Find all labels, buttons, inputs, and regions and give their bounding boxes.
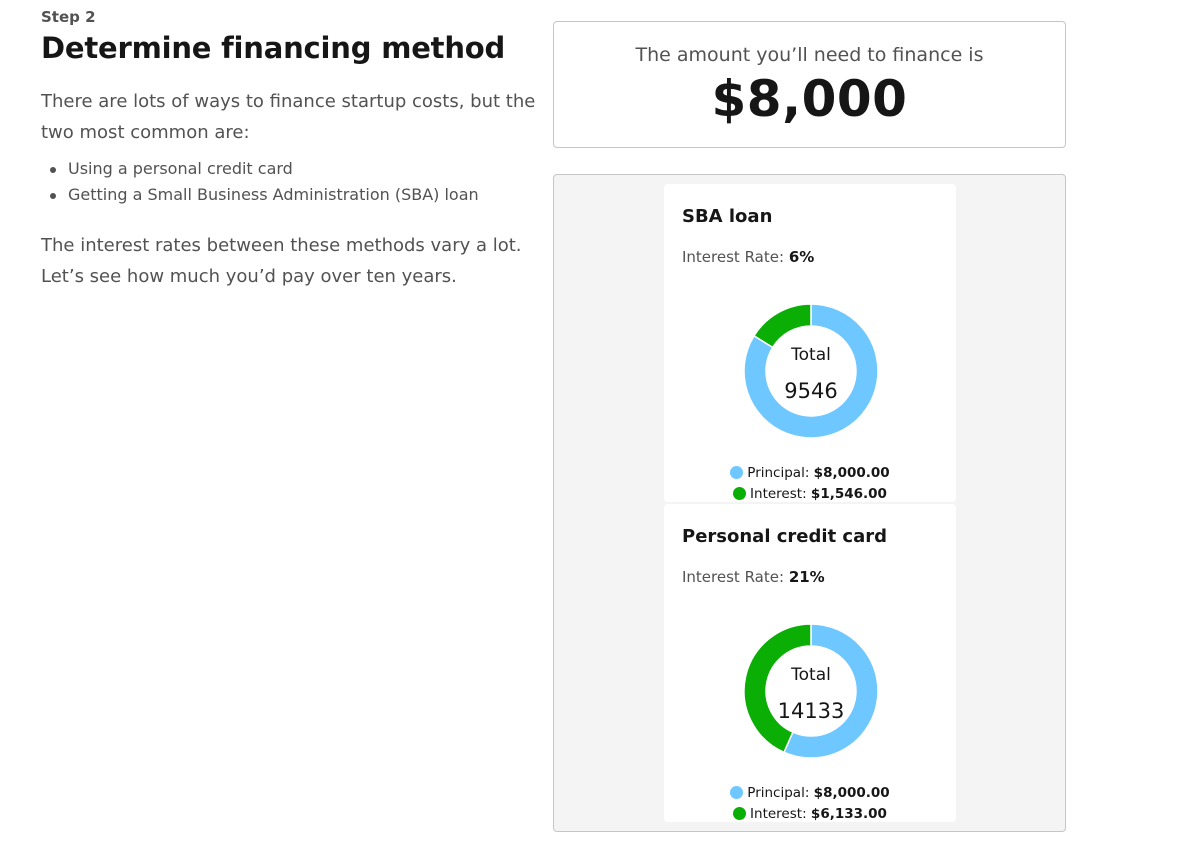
legend-item-interest: Interest: $6,133.00 (664, 803, 956, 824)
chart-legend: Principal: $8,000.00 Interest: $6,133.00 (664, 782, 956, 824)
list-item: Using a personal credit card (41, 156, 479, 182)
amount-value: $8,000 (711, 70, 908, 128)
bullet-icon (50, 167, 56, 173)
step-label: Step 2 (41, 8, 96, 26)
comparison-panel: SBA loan Interest Rate: 6% Total 9546 Pr… (553, 174, 1066, 832)
interest-rate-value: 21% (788, 568, 825, 586)
intro-paragraph: There are lots of ways to finance startu… (41, 91, 536, 143)
donut-total-value: 14133 (777, 699, 845, 723)
list-item-label: Using a personal credit card (68, 159, 293, 178)
donut-chart: Total 14133 (744, 624, 878, 758)
legend-item-principal: Principal: $8,000.00 (664, 462, 956, 483)
chart-legend: Principal: $8,000.00 Interest: $1,546.00 (664, 462, 956, 504)
amount-card: The amount you’ll need to finance is $8,… (553, 21, 1066, 148)
outro-paragraph: The interest rates between these methods… (41, 235, 522, 287)
principal-slice (744, 304, 878, 438)
donut-total-label: Total (791, 665, 831, 685)
interest-rate: Interest Rate: 6% (682, 248, 814, 266)
principal-slice (782, 624, 878, 758)
legend-label: Principal: (747, 464, 810, 481)
list-item-label: Getting a Small Business Administration … (68, 185, 479, 204)
donut-chart: Total 9546 (744, 304, 878, 438)
legend-label: Principal: (747, 784, 810, 801)
financing-methods-list: Using a personal credit card Getting a S… (41, 156, 479, 208)
legend-item-principal: Principal: $8,000.00 (664, 782, 956, 803)
legend-value: $6,133.00 (810, 805, 887, 822)
principal-swatch-icon (730, 466, 744, 479)
legend-value: $8,000.00 (813, 464, 890, 481)
legend-value: $8,000.00 (813, 784, 890, 801)
legend-label: Interest: (750, 485, 807, 502)
sba-loan-card: SBA loan Interest Rate: 6% Total 9546 Pr… (664, 184, 956, 502)
amount-caption: The amount you’ll need to finance is (635, 44, 984, 66)
list-item: Getting a Small Business Administration … (41, 182, 479, 208)
interest-swatch-icon (733, 487, 747, 500)
donut-chart-svg (744, 624, 878, 758)
interest-rate: Interest Rate: 21% (682, 568, 825, 586)
page-title: Determine financing method (41, 31, 506, 65)
interest-swatch-icon (733, 807, 747, 820)
bullet-icon (50, 193, 56, 199)
donut-total-value: 9546 (784, 379, 838, 403)
donut-total-label: Total (791, 345, 831, 365)
legend-label: Interest: (750, 805, 807, 822)
loan-title: SBA loan (682, 206, 773, 227)
interest-slice (752, 304, 812, 349)
interest-rate-label: Interest Rate: (682, 568, 785, 586)
interest-slice (744, 624, 812, 754)
principal-swatch-icon (730, 786, 744, 799)
legend-item-interest: Interest: $1,546.00 (664, 483, 956, 504)
legend-value: $1,546.00 (810, 485, 887, 502)
interest-rate-label: Interest Rate: (682, 248, 785, 266)
credit-card-loan-card: Personal credit card Interest Rate: 21% … (664, 504, 956, 822)
loan-title: Personal credit card (682, 526, 888, 547)
donut-chart-svg (744, 304, 878, 438)
interest-rate-value: 6% (788, 248, 815, 266)
